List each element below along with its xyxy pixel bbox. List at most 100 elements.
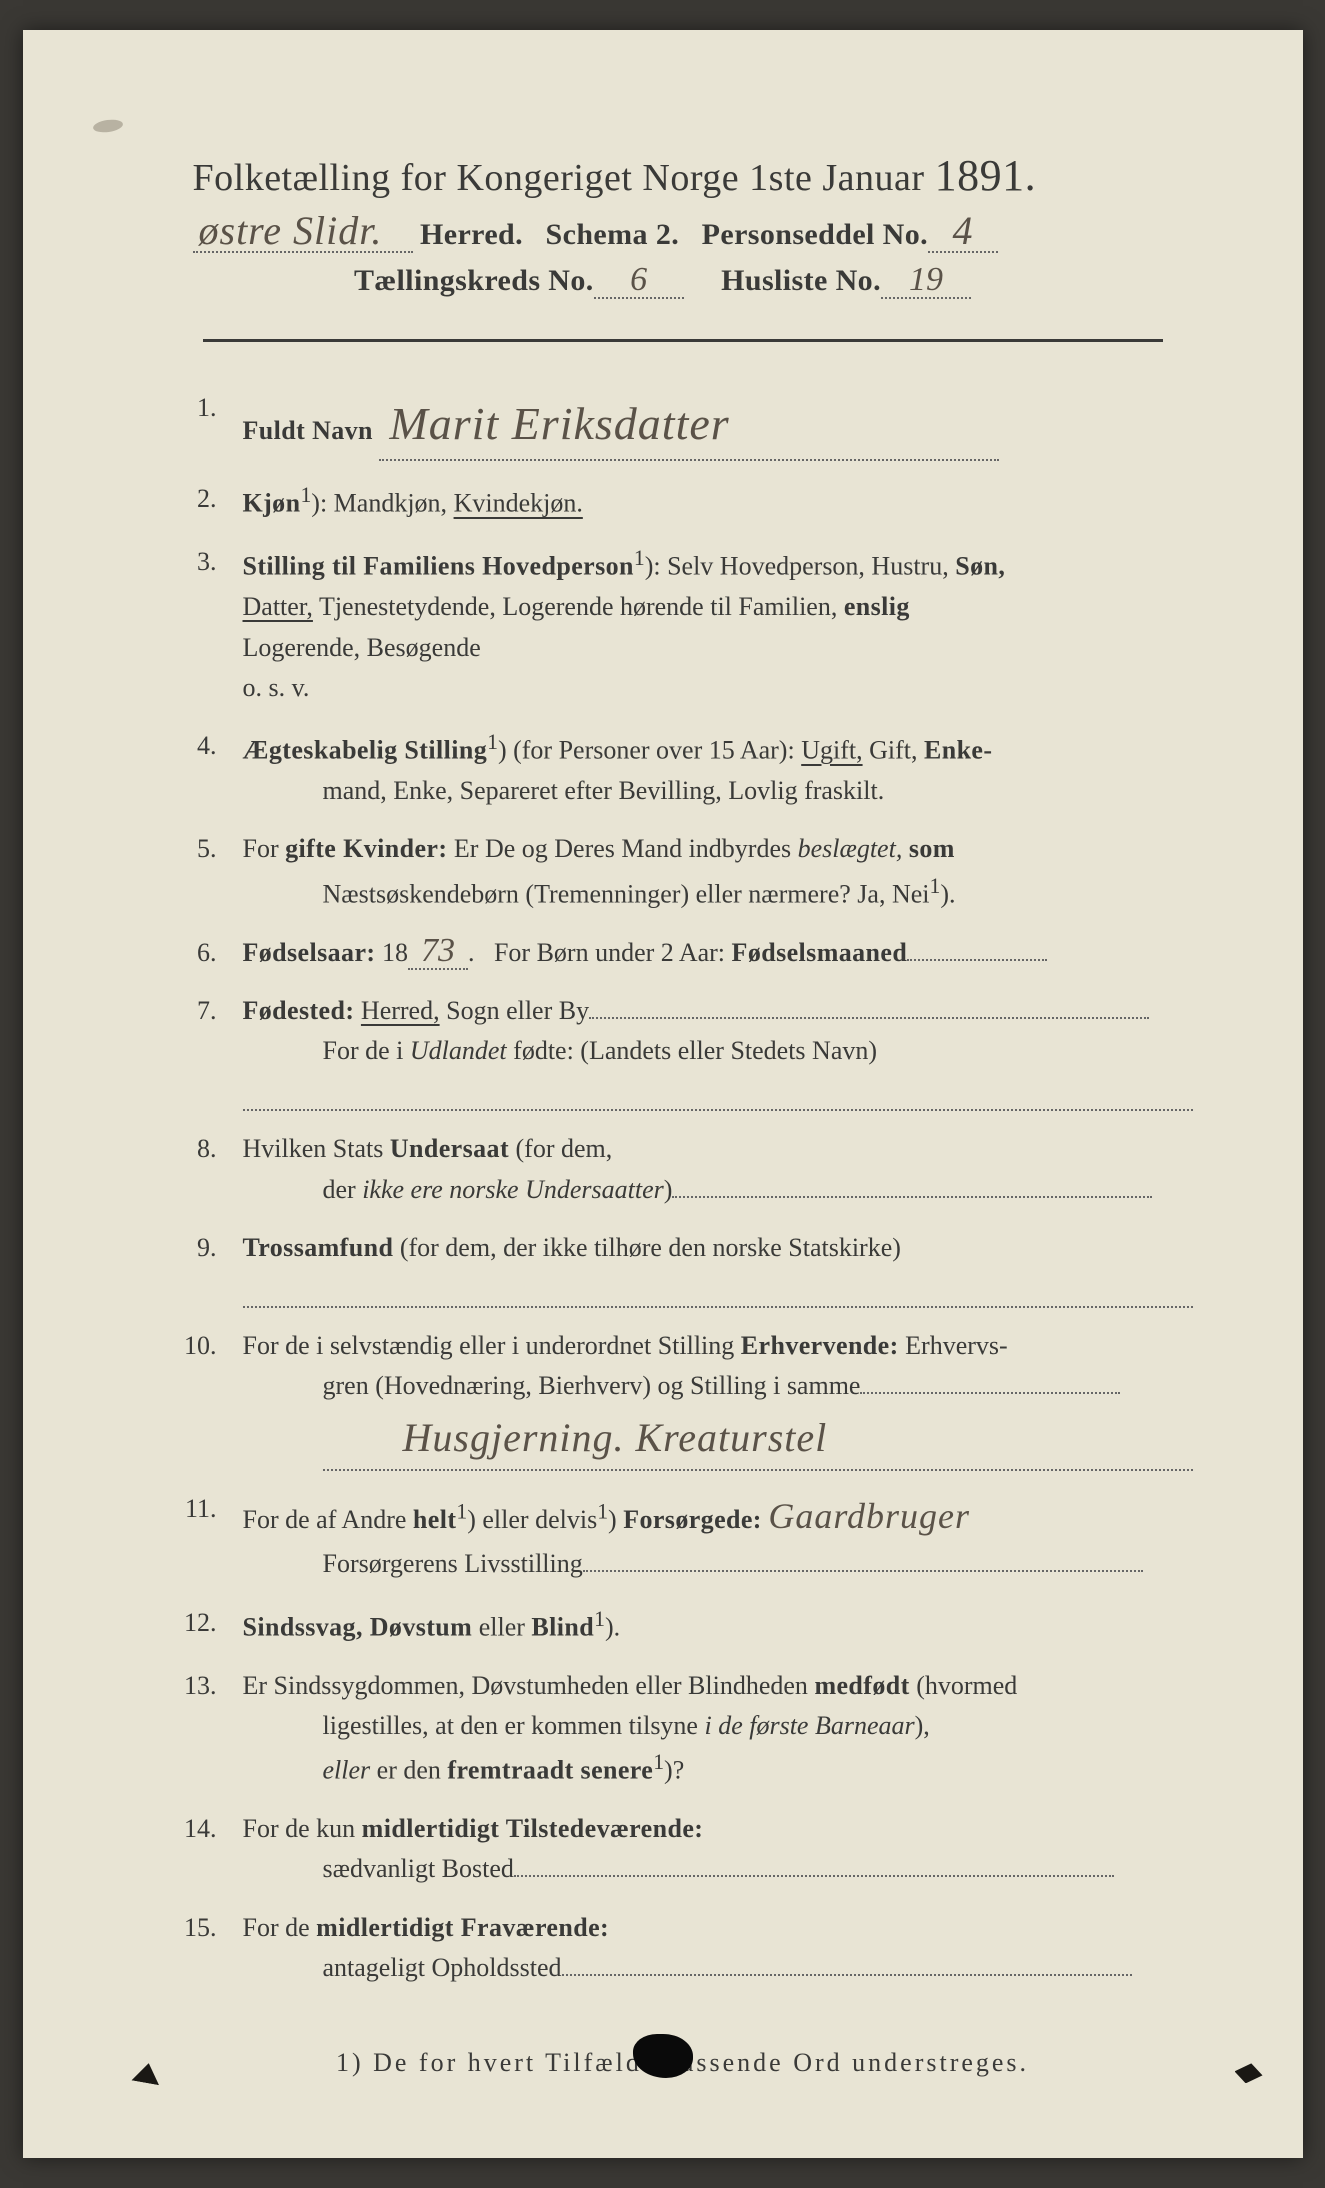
- q6-year-slot: 73: [408, 934, 468, 970]
- q4-ugift: Ugift,: [801, 736, 862, 765]
- herred-value: østre Slidr.: [199, 208, 383, 253]
- q4-paren: (for Personer over 15 Aar):: [513, 736, 795, 765]
- q13-text1: Er Sindssygdommen, Døvstumheden eller Bl…: [243, 1671, 808, 1700]
- q7-line2b: fødte: (Landets eller Stedets Navn): [513, 1036, 877, 1065]
- q9-blank: [243, 1274, 1193, 1308]
- q10-value: Husgjerning. Kreaturstel: [403, 1415, 828, 1460]
- q7-udlandet: Udlandet: [410, 1036, 507, 1065]
- item-1: 1. Fuldt Navn Marit Eriksdatter: [173, 388, 1193, 461]
- q7-text1: Sogn eller By: [446, 996, 589, 1025]
- divider: [203, 339, 1163, 342]
- personseddel-label: Personseddel No.: [702, 218, 928, 251]
- num-3: 3.: [173, 542, 243, 582]
- q3-enslig: enslig: [844, 592, 910, 621]
- form-list: 1. Fuldt Navn Marit Eriksdatter 2. Kjøn1…: [173, 388, 1193, 1988]
- q4-rest: Gift,: [869, 736, 917, 765]
- q5-beslaegtet: beslægtet,: [798, 834, 903, 863]
- item-3: 3. Stilling til Familiens Hovedperson1):…: [173, 542, 1193, 708]
- q14-line2: sædvanligt Bosted: [323, 1854, 514, 1883]
- q1-label: Fuldt Navn: [243, 416, 373, 445]
- q15-label: midlertidigt Fraværende:: [316, 1913, 609, 1942]
- q4-line2: mand, Enke, Separeret efter Bevilling, L…: [243, 771, 1193, 811]
- taellingskreds-slot: 6: [594, 263, 684, 299]
- header-block: Folketælling for Kongeriget Norge 1ste J…: [173, 150, 1193, 299]
- q5-line2: Næstsøskendebørn (Tremenninger) eller næ…: [323, 879, 930, 908]
- personseddel-slot: 4: [928, 211, 998, 253]
- q12-eller: eller: [479, 1612, 525, 1641]
- q2-opt1: Mandkjøn,: [334, 489, 447, 518]
- q12-blind: Blind: [531, 1612, 594, 1641]
- item-10: 10. For de i selvstændig eller i underor…: [173, 1326, 1193, 1471]
- q5-gifte: gifte Kvinder:: [285, 834, 447, 863]
- q6-year: 73: [421, 932, 455, 969]
- item-9: 9. Trossamfund (for dem, der ikke tilhør…: [173, 1228, 1193, 1308]
- num-6: 6.: [173, 933, 243, 973]
- q7-line2a: For de i: [323, 1036, 404, 1065]
- item-8: 8. Hvilken Stats Undersaat (for dem, der…: [173, 1129, 1193, 1210]
- q13-line3b: er den: [377, 1756, 441, 1785]
- tear-mark-right: [1235, 2063, 1263, 2083]
- title-line: Folketælling for Kongeriget Norge 1ste J…: [193, 150, 1193, 201]
- q6-maaned: Fødselsmaaned: [732, 938, 908, 967]
- item-15: 15. For de midlertidigt Fraværende: anta…: [173, 1908, 1193, 1989]
- header-line-2: østre Slidr. Herred. Schema 2. Personsed…: [193, 211, 1193, 253]
- num-11: 11.: [173, 1489, 243, 1529]
- census-form-page: Folketælling for Kongeriget Norge 1ste J…: [23, 30, 1303, 2158]
- q7-blank: [243, 1077, 1193, 1111]
- schema-label: Schema 2.: [546, 218, 680, 251]
- taellingskreds-value: 6: [630, 261, 647, 298]
- q8-line2a: der: [323, 1175, 356, 1204]
- q11-value: Gaardbruger: [768, 1496, 970, 1536]
- item-5: 5. For gifte Kvinder: Er De og Deres Man…: [173, 829, 1193, 914]
- q6-dot: .: [468, 938, 475, 967]
- q4-label: Ægteskabelig Stilling: [243, 736, 488, 765]
- num-14: 14.: [173, 1809, 243, 1849]
- q14-label: midlertidigt Tilstedeværende:: [362, 1814, 704, 1843]
- personseddel-value: 4: [953, 208, 974, 253]
- q13-medfodt: medfødt: [814, 1671, 909, 1700]
- q6-label: Fødselsaar:: [243, 938, 376, 967]
- tear-mark-left: [131, 2061, 162, 2086]
- husliste-value: 19: [909, 261, 943, 298]
- q6-text2: For Børn under 2 Aar:: [494, 938, 725, 967]
- q3-son: Søn,: [955, 552, 1005, 581]
- num-5: 5.: [173, 829, 243, 869]
- item-14: 14. For de kun midlertidigt Tilstedevære…: [173, 1809, 1193, 1890]
- husliste-slot: 19: [881, 263, 971, 299]
- q3-datter: Datter,: [243, 592, 313, 621]
- q12-label: Sindssvag, Døvstum: [243, 1612, 473, 1641]
- q8-undersaat: Undersaat: [390, 1134, 509, 1163]
- num-12: 12.: [173, 1603, 243, 1643]
- q3-osv: o. s. v.: [243, 673, 310, 702]
- q5-for: For: [243, 834, 279, 863]
- q13-line2a: ligestilles, at den er kommen tilsyne: [323, 1711, 698, 1740]
- q15-line2: antageligt Opholdssted: [323, 1953, 562, 1982]
- taellingskreds-label: Tællingskreds No.: [354, 264, 594, 297]
- q7-label: Fødested:: [243, 996, 355, 1025]
- q13-text2: (hvormed: [916, 1671, 1017, 1700]
- q7-herred: Herred,: [361, 996, 440, 1025]
- husliste-label: Husliste No.: [721, 264, 881, 297]
- herred-label: Herred.: [420, 218, 523, 251]
- q5-text1: Er De og Deres Mand indbyrdes: [454, 834, 791, 863]
- q3-text2: Tjenestetydende, Logerende hørende til F…: [319, 592, 837, 621]
- num-1: 1.: [173, 388, 243, 428]
- header-line-3: Tællingskreds No. 6 Husliste No. 19: [193, 263, 1193, 299]
- num-4: 4.: [173, 726, 243, 766]
- num-2: 2.: [173, 479, 243, 519]
- q10-text1: For de i selvstændig eller i underordnet…: [243, 1331, 735, 1360]
- q3-text3: Logerende, Besøgende: [243, 633, 481, 662]
- q8-text1: Hvilken Stats: [243, 1134, 384, 1163]
- q6-prefix: 18: [382, 938, 408, 967]
- q2-opt2: Kvindekjøn.: [454, 489, 583, 518]
- q4-enke: Enke-: [924, 736, 992, 765]
- q5-som: som: [909, 834, 955, 863]
- q13-line3a: eller: [323, 1756, 371, 1785]
- title-main: Folketælling for Kongeriget Norge 1ste J…: [193, 157, 925, 199]
- num-13: 13.: [173, 1666, 243, 1706]
- item-7: 7. Fødested: Herred, Sogn eller By For d…: [173, 991, 1193, 1111]
- title-year: 1891.: [935, 151, 1037, 200]
- q11-eller: eller: [482, 1505, 528, 1534]
- q11-forsorgede: Forsørgede:: [623, 1505, 762, 1534]
- num-10: 10.: [173, 1326, 243, 1366]
